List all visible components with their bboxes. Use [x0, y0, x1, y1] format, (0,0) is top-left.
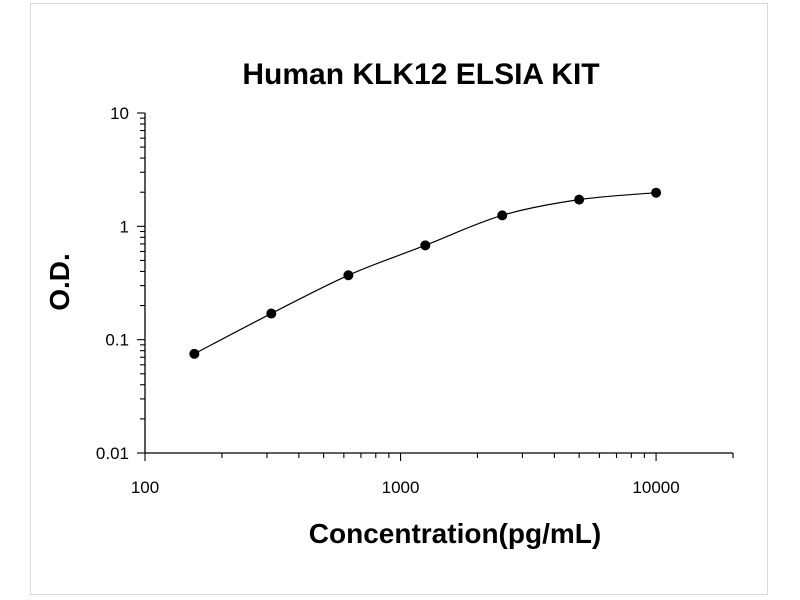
- chart-title: Human KLK12 ELSIA KIT: [242, 58, 599, 91]
- y-tick-label: 1: [120, 217, 129, 236]
- x-tick-label: 10000: [632, 478, 679, 497]
- y-axis-label: O.D.: [44, 253, 75, 311]
- data-point: [420, 240, 431, 251]
- data-points: [189, 187, 662, 359]
- y-tick-label: 10: [110, 104, 129, 123]
- x-tick-label: 1000: [382, 478, 420, 497]
- data-point: [497, 210, 508, 221]
- fit-curve: [194, 192, 657, 355]
- x-tick-label: 100: [131, 478, 159, 497]
- data-point: [189, 348, 200, 359]
- axes: [144, 113, 733, 454]
- chart-canvas: Human KLK12 ELSIA KIT O.D. Concentration…: [44, 58, 734, 549]
- data-point: [574, 194, 585, 205]
- data-point: [651, 187, 662, 198]
- ticks: [137, 112, 734, 461]
- y-tick-label: 0.01: [96, 444, 129, 463]
- y-tick-label: 0.1: [105, 331, 129, 350]
- data-point: [266, 308, 277, 319]
- chart-frame: Human KLK12 ELSIA KIT O.D. Concentration…: [30, 3, 768, 595]
- data-point: [343, 270, 354, 281]
- x-axis-label: Concentration(pg/mL): [309, 518, 601, 549]
